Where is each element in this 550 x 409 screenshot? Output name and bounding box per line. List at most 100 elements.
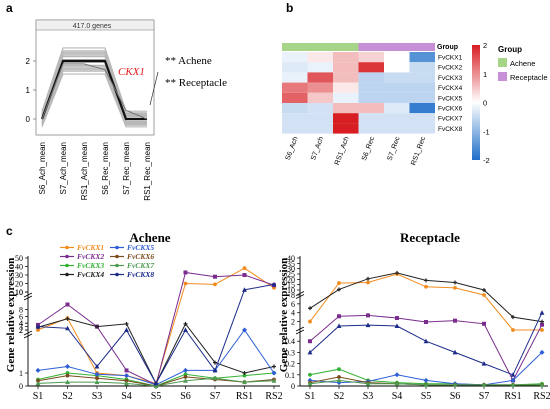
- data-point-fvckx2: [337, 314, 341, 319]
- y-tick-label: 4: [19, 319, 23, 328]
- y-tick-label: 1: [19, 369, 23, 378]
- heatmap-cell: [333, 103, 359, 114]
- data-point-fvckx4: [540, 319, 544, 324]
- heatmap-group-cell: [384, 43, 410, 51]
- data-point-fvckx3: [308, 372, 312, 377]
- y-tick-label: 2: [19, 326, 23, 335]
- data-point-fvckx2: [453, 318, 457, 323]
- data-point-fvckx2: [308, 339, 312, 344]
- data-point-fvckx7: [35, 380, 41, 386]
- colorbar-tick: -2: [483, 156, 490, 165]
- colorbar: [472, 45, 480, 160]
- data-point-fvckx4: [366, 276, 370, 281]
- data-point-fvckx6: [95, 376, 99, 381]
- data-point-fvckx2: [213, 274, 217, 279]
- data-point-fvckx2: [183, 270, 188, 275]
- data-point-fvckx7: [153, 383, 159, 388]
- data-point-fvckx1: [308, 319, 312, 324]
- heatmap-cell: [307, 72, 333, 83]
- heatmap-cell: [333, 113, 359, 124]
- heatmap-group-cell: [307, 43, 333, 51]
- heatmap-group-cell: [409, 43, 435, 51]
- heatmap-cell: [384, 52, 410, 63]
- data-point-fvckx7: [124, 380, 129, 386]
- y-tick-label: 0.2: [285, 360, 295, 369]
- data-point-fvckx1: [482, 293, 486, 297]
- heatmap-cell: [307, 82, 333, 93]
- y-tick-label: 15: [287, 281, 295, 290]
- data-point-fvckx8: [510, 372, 516, 377]
- x-tick-label: S3: [363, 391, 374, 402]
- y-tick-label: 10: [15, 288, 23, 297]
- line-legend-label: FvCKX5: [127, 243, 154, 252]
- data-point-fvckx8: [271, 281, 277, 287]
- x-tick-label: S5: [151, 391, 162, 402]
- data-point-fvckx8: [336, 323, 342, 328]
- legend-swatch: [498, 58, 507, 67]
- heatmap-cell: [358, 113, 384, 124]
- heatmap-cell: [384, 123, 410, 134]
- heatmap-cell: [384, 92, 410, 103]
- line-legend-marker: [115, 272, 119, 277]
- panel-a-gene-profile: [41, 73, 147, 128]
- heatmap-cell: [282, 103, 308, 114]
- data-point-fvckx7: [307, 381, 313, 386]
- y-tick-label: 30: [15, 271, 23, 280]
- heatmap-group-cell: [333, 43, 359, 51]
- data-point-fvckx4: [424, 278, 428, 283]
- data-point-fvckx2: [366, 313, 370, 318]
- colorbar-tick: -1: [483, 127, 490, 136]
- data-point-fvckx4: [511, 315, 515, 320]
- data-point-fvckx2: [395, 316, 399, 321]
- y-tick-label: 40: [15, 263, 23, 272]
- x-tick-label: RS2: [533, 391, 550, 402]
- y-tick-label: 10: [15, 288, 23, 297]
- legend-label: Receptacle: [510, 73, 548, 82]
- y-tick-label: 2: [19, 326, 23, 335]
- data-point-fvckx7: [65, 379, 70, 385]
- line-legend-label: FvCKX1: [77, 243, 104, 252]
- data-point-fvckx3: [242, 373, 247, 378]
- data-point-fvckx1: [36, 328, 40, 332]
- data-point-fvckx3: [337, 367, 341, 372]
- legend-label: Achene: [510, 59, 535, 68]
- x-tick-label: RS1: [236, 391, 253, 402]
- heatmap-cell: [282, 72, 308, 83]
- line-legend-label: FvCKX6: [127, 252, 154, 261]
- data-point-fvckx7: [271, 378, 277, 383]
- data-point-fvckx4: [337, 287, 341, 292]
- axis-break: [23, 330, 33, 339]
- heatmap-cell: [307, 113, 333, 124]
- data-point-fvckx8: [481, 361, 487, 366]
- data-point-fvckx1: [242, 266, 247, 271]
- line-legend-label: FvCKX3: [77, 261, 104, 270]
- heatmap-row-label: FvCKX2: [438, 65, 463, 72]
- data-point-fvckx8: [35, 324, 41, 329]
- panel-label-b: b: [286, 1, 293, 15]
- x-tick-label: S1: [305, 391, 316, 402]
- data-point-fvckx1: [183, 281, 188, 286]
- line-legend-marker: [115, 245, 119, 250]
- right-ylabel: Gene relative expression: [278, 258, 290, 372]
- heatmap-col-label: S6_Rec: [361, 135, 376, 161]
- heatmap-cell: [282, 113, 308, 124]
- data-point-fvckx6: [183, 375, 188, 379]
- line-legend-label: FvCKX7: [127, 261, 154, 270]
- heatmap-cell: [409, 62, 435, 73]
- x-tick-label: S5: [421, 391, 432, 402]
- y-tick-label: 0.4: [285, 337, 295, 346]
- y-tick-label: 25: [287, 270, 295, 279]
- heatmap-cell: [384, 62, 410, 73]
- y-tick-label: 3: [19, 323, 23, 332]
- data-point-fvckx6: [337, 375, 341, 379]
- data-point-fvckx5: [35, 367, 41, 373]
- data-point-fvckx7: [423, 382, 429, 387]
- panel-a-gene-profile: [41, 54, 147, 117]
- heatmap-cell: [409, 113, 435, 124]
- data-point-fvckx5: [539, 349, 545, 355]
- panel-a-xlabel: S7_Ach_mean: [59, 142, 68, 194]
- data-point-fvckx8: [65, 325, 70, 331]
- y-tick-label: 40: [287, 254, 295, 263]
- data-point-fvckx6: [65, 373, 70, 378]
- panel-a-header: 417.0 genes: [73, 23, 112, 30]
